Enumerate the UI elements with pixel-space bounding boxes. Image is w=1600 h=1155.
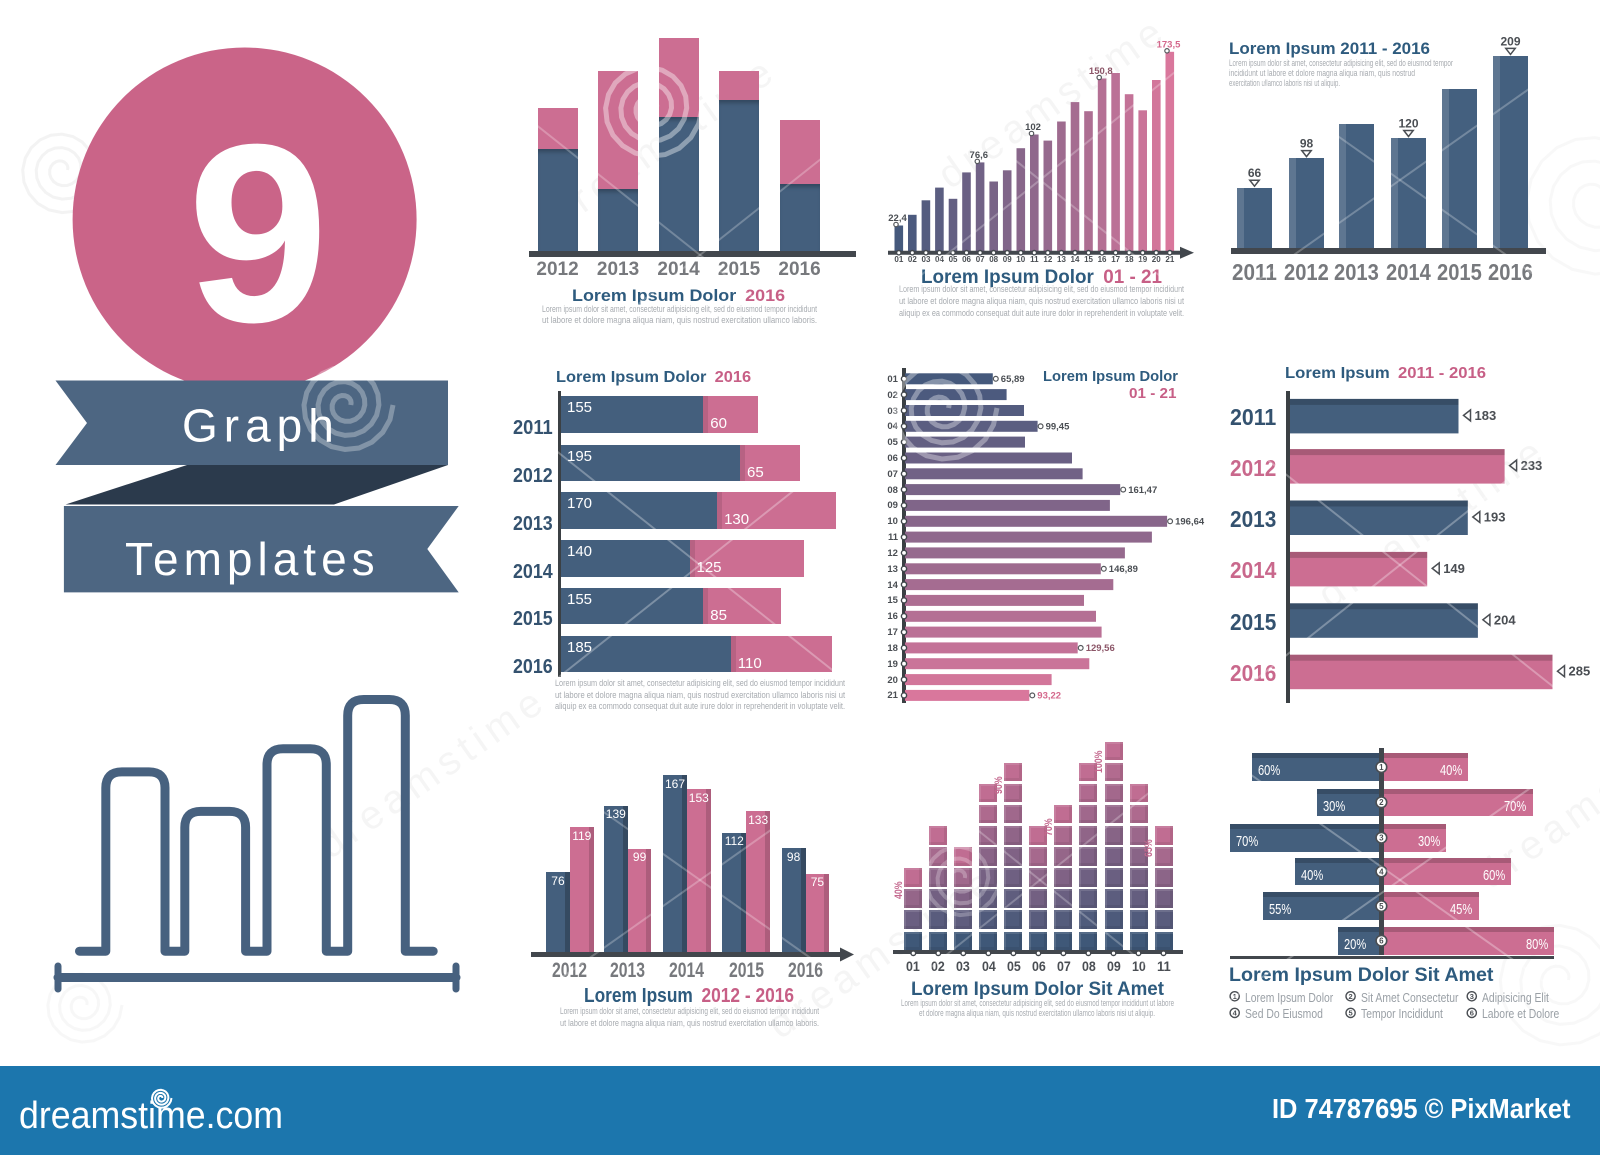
- svg-text:2: 2: [1349, 992, 1353, 1001]
- svg-text:22,4: 22,4: [888, 213, 907, 224]
- svg-text:193: 193: [1484, 510, 1506, 525]
- svg-text:102: 102: [1025, 122, 1041, 133]
- svg-text:76,6: 76,6: [970, 150, 989, 161]
- svg-text:5: 5: [1379, 902, 1384, 911]
- svg-text:1: 1: [1379, 763, 1384, 772]
- svg-text:4: 4: [1233, 1009, 1238, 1018]
- svg-text:209: 209: [1500, 34, 1520, 48]
- svg-text:93,22: 93,22: [1037, 691, 1061, 702]
- svg-text:4: 4: [1379, 867, 1384, 876]
- svg-text:66: 66: [1248, 166, 1262, 180]
- svg-text:9: 9: [187, 91, 328, 375]
- svg-text:6: 6: [1379, 937, 1384, 946]
- svg-text:3: 3: [1470, 992, 1474, 1001]
- svg-text:233: 233: [1521, 458, 1543, 473]
- svg-text:1: 1: [1233, 992, 1237, 1001]
- svg-text:150,8: 150,8: [1089, 66, 1113, 77]
- svg-text:99,45: 99,45: [1046, 422, 1070, 433]
- svg-text:183: 183: [1475, 408, 1497, 423]
- svg-text:196,64: 196,64: [1175, 517, 1205, 528]
- svg-text:129,56: 129,56: [1086, 643, 1115, 654]
- svg-text:204: 204: [1494, 612, 1516, 627]
- svg-text:2: 2: [1379, 798, 1384, 807]
- svg-text:3: 3: [1379, 834, 1384, 843]
- svg-text:120: 120: [1398, 117, 1418, 131]
- svg-text:285: 285: [1569, 664, 1591, 679]
- svg-text:6: 6: [1470, 1009, 1474, 1018]
- svg-text:5: 5: [1349, 1009, 1353, 1018]
- svg-text:65,89: 65,89: [1001, 374, 1025, 385]
- svg-text:146,89: 146,89: [1109, 564, 1138, 575]
- svg-text:Graph: Graph: [182, 400, 340, 452]
- svg-text:Templates: Templates: [125, 533, 380, 585]
- svg-text:98: 98: [1300, 137, 1314, 151]
- svg-text:149: 149: [1443, 561, 1465, 576]
- svg-text:173,5: 173,5: [1157, 39, 1181, 50]
- svg-text:161,47: 161,47: [1128, 485, 1157, 496]
